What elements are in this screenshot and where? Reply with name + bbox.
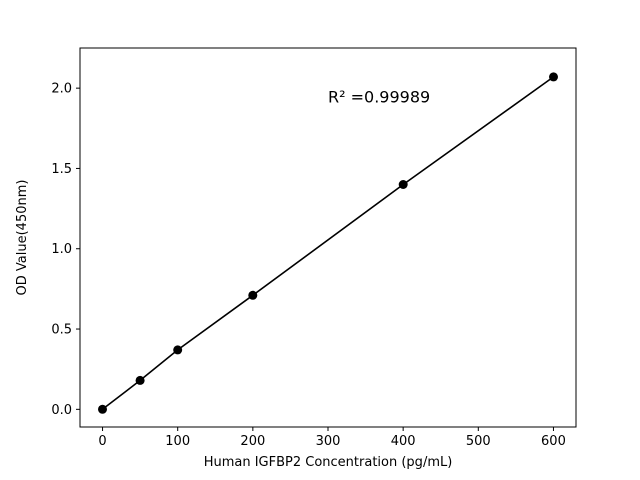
data-point [398, 180, 408, 189]
y-tick-label: 0.0 [51, 403, 72, 418]
x-tick-label: 200 [240, 434, 265, 449]
y-tick-label: 1.5 [51, 162, 72, 177]
x-tick-label: 0 [98, 434, 106, 449]
x-tick-label: 400 [391, 434, 416, 449]
data-point [549, 72, 558, 82]
y-axis-label: OD Value(450nm) [15, 180, 30, 296]
y-tick-label: 0.5 [51, 323, 72, 338]
x-tick-label: 100 [165, 434, 190, 449]
x-tick-label: 500 [466, 434, 491, 449]
x-tick-label: 300 [316, 434, 341, 449]
y-tick-label: 2.0 [51, 82, 72, 97]
y-tick-label: 1.0 [51, 242, 72, 257]
x-tick-label: 600 [541, 434, 566, 449]
fit-line [102, 76, 554, 410]
data-point [135, 375, 145, 385]
data-point [98, 404, 107, 414]
data-point [248, 290, 258, 300]
x-axis-label: Human IGFBP2 Concentration (pg/mL) [204, 455, 453, 470]
r-squared-annotation: R² =0.99989 [328, 88, 430, 107]
data-point [173, 345, 183, 355]
